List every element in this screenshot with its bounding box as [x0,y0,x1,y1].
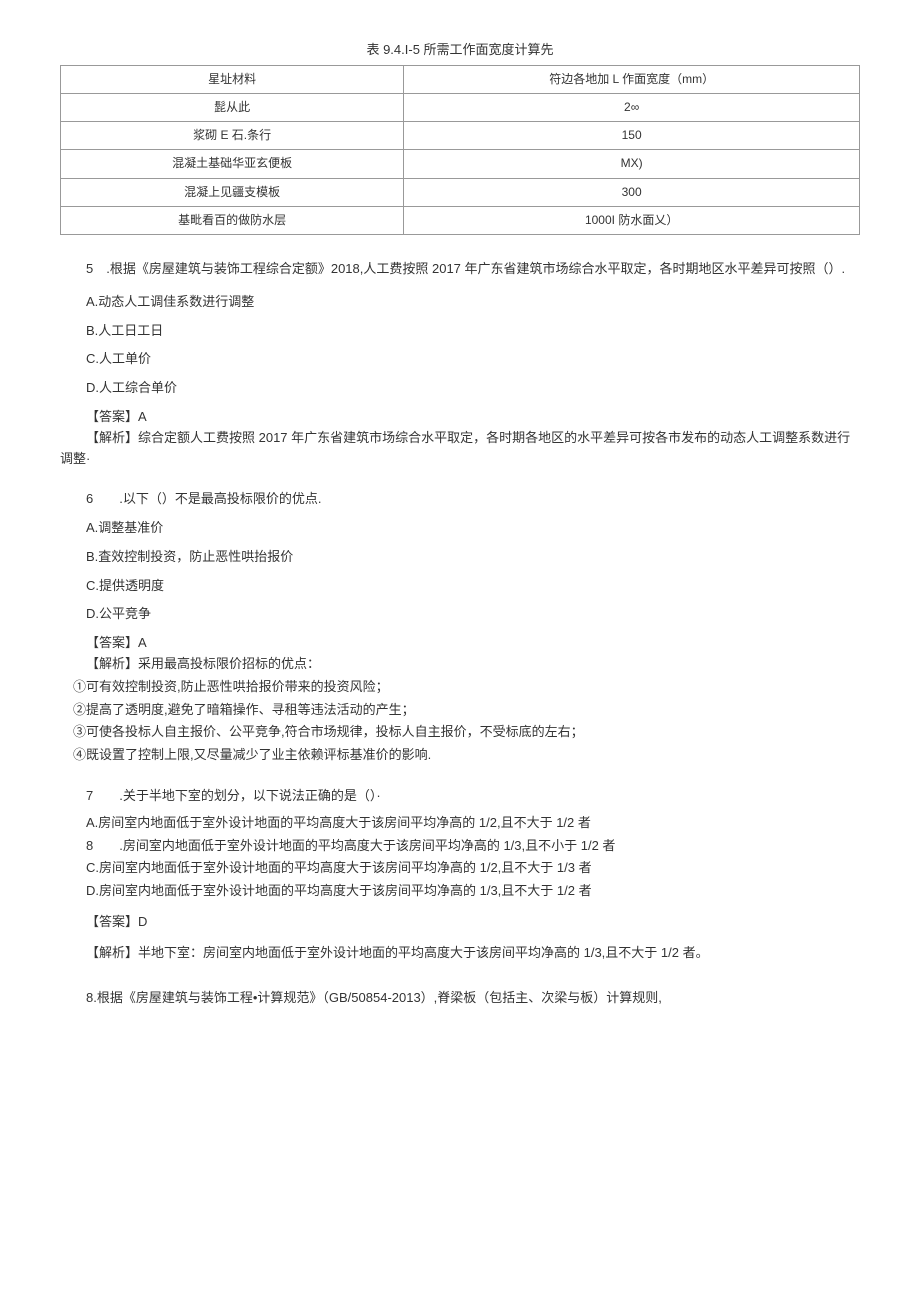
q5-answer: 【答案】A [60,407,860,428]
q7-option-a: A.房间室内地面低于室外设计地面的平均高度大于该房间平均净高的 1/2,且不大于… [86,813,860,834]
table-header-cell: 星址材料 [61,65,404,93]
table-cell: 髭从此 [61,93,404,121]
table-header-cell: 符边各地加 L 作面宽度（mm） [404,65,860,93]
table-cell: 2∞ [404,93,860,121]
table-row: 混凝土基础华亚玄便板 MX) [61,150,860,178]
table-cell: 150 [404,122,860,150]
table-caption: 表 9.4.I-5 所需工作面宽度计算先 [60,40,860,61]
q7-answer: 【答案】D [60,912,860,933]
q6-option-d: D.公平竞争 [86,604,860,625]
table-cell: 混凝土基础华亚玄便板 [61,150,404,178]
table-header-row: 星址材料 符边各地加 L 作面宽度（mm） [61,65,860,93]
table-row: 髭从此 2∞ [61,93,860,121]
table-row: 混凝上见疆支模板 300 [61,178,860,206]
q8-stem: 8.根据《房屋建筑与装饰工程•计算规范》（GB/50854-2013）,脊梁板（… [60,988,860,1009]
q6-option-a: A.调整基准价 [86,518,860,539]
table-cell: 1000I 防水面乂） [404,206,860,234]
work-face-width-table: 星址材料 符边各地加 L 作面宽度（mm） 髭从此 2∞ 浆砌 E 石.条行 1… [60,65,860,235]
q7-option-c: C.房间室内地面低于室外设计地面的平均高度大于该房间平均净高的 1/2,且不大于… [86,858,860,879]
table-cell: 基毗看百的做防水层 [61,206,404,234]
table-row: 基毗看百的做防水层 1000I 防水面乂） [61,206,860,234]
q5-option-a: A.动态人工调佳系数进行调整 [86,292,860,313]
q6-option-c: C.提供透明度 [86,576,860,597]
q6-option-b: B.査效控制投资，防止恶性哄抬报价 [86,547,860,568]
q5-option-c: C.人工单价 [86,349,860,370]
q6-explanation-head: 【解析】采用最高投标限价招标的优点： [60,654,860,675]
table-cell: 混凝上见疆支模板 [61,178,404,206]
q7-explanation: 【解析】半地下室：房间室内地面低于室外设计地面的平均高度大于该房间平均净高的 1… [60,943,860,964]
table-cell: MX) [404,150,860,178]
q6-explanation-3: ③可使各投标人自主报价、公平竞争,符合市场规律，投标人自主报价，不受标底的左右； [73,722,860,743]
q7-option-b: 8 .房间室内地面低于室外设计地面的平均高度大于该房间平均净高的 1/3,且不小… [86,836,860,857]
table-cell: 300 [404,178,860,206]
q5-option-b: B.人工日工日 [86,321,860,342]
q7-stem: 7 .关于半地下室的划分，以下说法正确的是（）· [86,786,860,807]
q7-option-d: D.房间室内地面低于室外设计地面的平均高度大于该房间平均净高的 1/3,且不大于… [86,881,860,902]
q6-explanation-4: ④既设置了控制上限,又尽量减少了业主依赖评标基准价的影响. [73,745,860,766]
table-row: 浆砌 E 石.条行 150 [61,122,860,150]
q5-option-d: D.人工综合单价 [86,378,860,399]
table-cell: 浆砌 E 石.条行 [61,122,404,150]
q5-stem: 5 .根据《房屋建筑与装饰工程综合定额》2018,人工费按照 2017 年广东省… [60,259,860,280]
q6-explanation-2: ②提高了透明度,避免了暗箱操作、寻租等违法活动的产生； [73,700,860,721]
q6-answer: 【答案】A [60,633,860,654]
q6-explanation-1: ①可有效控制投资,防止恶性哄拾报价带来的投资风险； [73,677,860,698]
q6-stem: 6 .以下（）不是最高投标限价的优点. [86,489,860,510]
q5-explanation: 【解析】综合定额人工费按照 2017 年广东省建筑市场综合水平取定，各时期各地区… [60,428,860,470]
